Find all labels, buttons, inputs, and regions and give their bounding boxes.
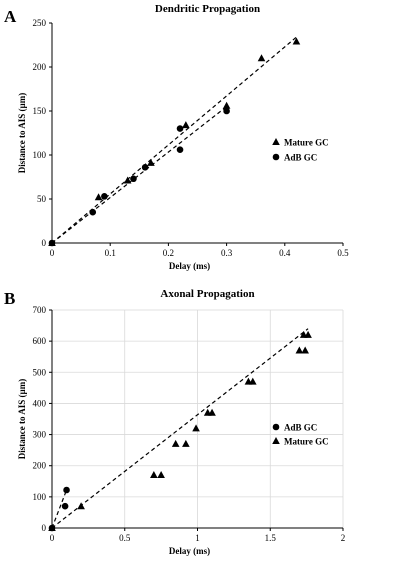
chart-0-series-1-point bbox=[223, 107, 230, 115]
chart-1-series-1-trendline bbox=[51, 328, 309, 529]
chart-0-series-0-trendline bbox=[51, 36, 297, 244]
chart-1-y-tick-label: 400 bbox=[33, 398, 47, 408]
chart-1-series-1-point bbox=[48, 524, 56, 531]
chart-0-series-1-point bbox=[101, 193, 108, 200]
chart-0-title: Dendritic Propagation bbox=[155, 3, 260, 15]
chart-0-series-0-point bbox=[94, 193, 103, 201]
chart-0-panel-label: A bbox=[4, 7, 17, 26]
chart-0-series-0-point bbox=[222, 101, 231, 109]
chart-0-series-1-point bbox=[176, 146, 184, 154]
chart-1-x-tick-label: 0 bbox=[50, 533, 55, 543]
chart-0-x-axis-label: Delay (ms) bbox=[169, 261, 210, 271]
chart-0-x-tick-label: 0 bbox=[50, 248, 55, 258]
chart-1-y-tick-label: 500 bbox=[33, 367, 47, 377]
chart-1-series-1-point bbox=[150, 471, 158, 479]
chart-1-y-tick-label: 700 bbox=[33, 305, 47, 315]
chart-1-series-1-point bbox=[208, 408, 216, 416]
chart-1-series-0-legend-label: AdB GC bbox=[284, 423, 317, 433]
chart-1-series-1-point bbox=[77, 502, 85, 510]
chart-0-series-1-point bbox=[48, 239, 56, 247]
chart-1-y-tick-label: 300 bbox=[33, 430, 47, 440]
chart-1-panel-label: B bbox=[4, 289, 15, 308]
chart-0-y-tick-label: 150 bbox=[33, 106, 47, 116]
chart-1-y-tick-label: 100 bbox=[33, 492, 47, 502]
chart-1-x-tick-label: 0.5 bbox=[119, 533, 131, 543]
chart-1-series-1-point bbox=[182, 439, 190, 447]
chart-1-series-1-point bbox=[157, 471, 165, 479]
chart-1-x-axis-label: Delay (ms) bbox=[169, 546, 210, 556]
chart-1-x-tick-label: 2 bbox=[341, 533, 346, 543]
chart-1-series-1-point bbox=[304, 330, 312, 338]
chart-0-y-tick-label: 200 bbox=[33, 62, 47, 72]
chart-1-series-0-legend-marker bbox=[272, 423, 280, 431]
chart-0-x-tick-label: 0.1 bbox=[105, 248, 116, 258]
chart-0-x-tick-label: 0.3 bbox=[221, 248, 233, 258]
chart-1-y-tick-label: 600 bbox=[33, 336, 47, 346]
chart-0-series-1-trendline bbox=[51, 106, 227, 244]
chart-1-series-1-legend-marker bbox=[272, 437, 280, 444]
chart-0-series-1-point bbox=[130, 175, 137, 183]
chart-1-series-1-point bbox=[248, 377, 257, 385]
chart-0-x-tick-label: 0.2 bbox=[163, 248, 174, 258]
chart-1-x-tick-label: 1 bbox=[195, 533, 200, 543]
chart-1-series-1-legend-label: Mature GC bbox=[284, 437, 329, 447]
chart-0-series-0-point bbox=[257, 54, 266, 62]
chart-1-y-axis-label: Distance to AIS (µm) bbox=[17, 379, 27, 459]
chart-0-series-1-legend-label: AdB GC bbox=[284, 153, 317, 163]
chart-1-series-0-point bbox=[63, 486, 70, 494]
chart-0-x-tick-label: 0.5 bbox=[337, 248, 349, 258]
chart-1-title: Axonal Propagation bbox=[160, 288, 254, 300]
chart-1-y-tick-label: 0 bbox=[42, 523, 47, 533]
chart-0-series-0-point bbox=[292, 37, 301, 45]
chart-0-series-0-legend-label: Mature GC bbox=[284, 138, 329, 148]
chart-0-series-0-legend-marker bbox=[272, 138, 280, 145]
chart-0-y-tick-label: 250 bbox=[33, 18, 47, 28]
chart-0-series-0-point bbox=[147, 158, 155, 166]
chart-1-series-1-point bbox=[301, 346, 309, 354]
chart-0-series-0-point bbox=[182, 121, 190, 129]
chart-1-series-1-point bbox=[192, 424, 200, 432]
chart-1-series-1-point bbox=[295, 346, 304, 354]
chart-0-series-1-point bbox=[176, 125, 184, 132]
chart-0-series-1-legend-marker bbox=[272, 153, 280, 161]
chart-0-series-1-point bbox=[141, 164, 149, 171]
chart-0-y-tick-label: 0 bbox=[42, 238, 47, 248]
chart-1-y-tick-label: 200 bbox=[33, 461, 47, 471]
chart-0-series-1-point bbox=[89, 208, 97, 216]
chart-0-y-tick-label: 100 bbox=[33, 150, 47, 160]
chart-1-series-0-point bbox=[61, 502, 69, 510]
chart-0-y-axis-label: Distance to AIS (µm) bbox=[17, 93, 27, 173]
chart-1-series-1-point bbox=[171, 439, 180, 447]
chart-0-y-tick-label: 50 bbox=[37, 194, 47, 204]
chart-0-x-tick-label: 0.4 bbox=[279, 248, 291, 258]
chart-1-x-tick-label: 1.5 bbox=[265, 533, 277, 543]
